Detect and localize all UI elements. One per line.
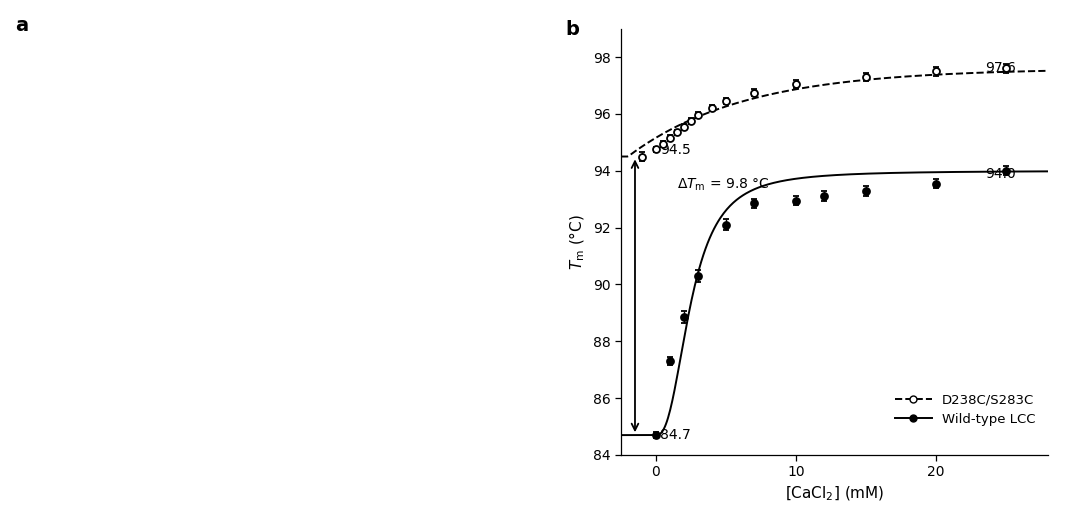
Y-axis label: $T_\mathrm{m}$ (°C): $T_\mathrm{m}$ (°C) (568, 214, 588, 270)
Text: 94.0: 94.0 (985, 166, 1015, 180)
X-axis label: [CaCl$_2$] (mM): [CaCl$_2$] (mM) (784, 485, 885, 503)
Text: 94.5: 94.5 (660, 142, 691, 157)
Legend: D238C/S283C, Wild-type LCC: D238C/S283C, Wild-type LCC (890, 388, 1041, 432)
Text: b: b (566, 20, 579, 39)
Text: a: a (15, 16, 28, 35)
Text: 84.7: 84.7 (660, 428, 691, 442)
Text: $\Delta T_\mathrm{m}$ = 9.8 °C: $\Delta T_\mathrm{m}$ = 9.8 °C (677, 177, 769, 193)
Text: 97.6: 97.6 (985, 61, 1015, 75)
